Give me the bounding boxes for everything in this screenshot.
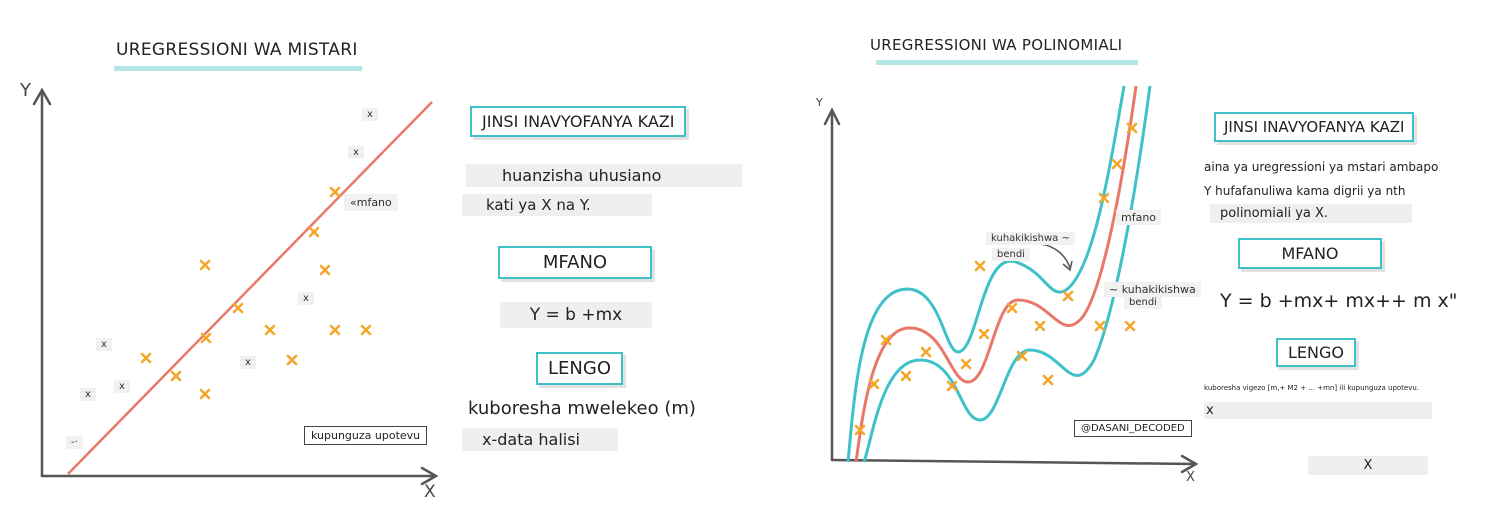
band-pointer-arrowhead xyxy=(1062,260,1073,272)
polynomial-point-17 xyxy=(1042,374,1054,386)
linear-scatter-points xyxy=(140,186,372,400)
polynomial-goal-line3: X xyxy=(1308,456,1428,475)
polynomial-band-annotation-left: kuhakikishwa ~ xyxy=(986,232,1075,245)
linear-point-3 xyxy=(319,264,331,276)
polynomial-point-6 xyxy=(1094,320,1106,332)
linear-y-axis-label: Y xyxy=(20,80,31,101)
linear-small-mark: x xyxy=(96,338,112,351)
polynomial-band-lower xyxy=(862,85,1152,463)
polynomial-point-7 xyxy=(1124,320,1136,332)
linear-fit-line xyxy=(67,101,433,475)
linear-how-line1: huanzisha uhusiano xyxy=(466,164,742,187)
band-annotation-line1: kuhakikishwa ~ xyxy=(991,233,1070,244)
polynomial-how-line3: polinomiali ya X. xyxy=(1210,204,1412,223)
polynomial-point-14 xyxy=(868,378,880,390)
linear-point-11 xyxy=(286,354,298,366)
polynomial-how-line2: Y hufafanuliwa kama digrii ya nth xyxy=(1204,184,1406,198)
linear-equation: Y = b +mx xyxy=(500,302,652,328)
linear-goal-title: LENGO xyxy=(536,352,623,385)
linear-x-axis-label: X xyxy=(424,482,436,502)
polynomial-example-annotation: mfano xyxy=(1116,210,1162,225)
linear-point-8 xyxy=(360,324,372,336)
polynomial-fit-curve xyxy=(854,85,1138,463)
polynomial-point-4 xyxy=(1006,302,1018,314)
polynomial-point-8 xyxy=(880,334,892,346)
linear-example-title: MFANO xyxy=(498,246,652,279)
polynomial-point-3 xyxy=(974,260,986,272)
linear-goal-line2: x-data halisi xyxy=(462,428,618,451)
linear-point-0 xyxy=(329,186,341,198)
polynomial-title: UREGRESSIONI WA POLINOMIALI xyxy=(870,36,1123,54)
polynomial-y-arrow xyxy=(823,107,841,126)
linear-small-mark: x xyxy=(298,292,314,305)
linear-how-title: JINSI INAVYOFANYA KAZI xyxy=(470,106,687,137)
linear-title-underline xyxy=(114,66,362,71)
polynomial-point-9 xyxy=(978,328,990,340)
linear-small-mark: x xyxy=(240,356,256,369)
linear-point-1 xyxy=(308,226,320,238)
polynomial-goal-line2: x xyxy=(1204,402,1432,419)
polynomial-point-18 xyxy=(854,424,866,436)
linear-point-4 xyxy=(232,302,244,314)
polynomial-goal-line1: kuboresha vigezo [m,+ M2 + ... +mn] ili … xyxy=(1204,384,1420,392)
watermark: @DASANI_DECODED xyxy=(1074,420,1192,437)
band-annotation-line2: bendi xyxy=(992,248,1030,261)
linear-small-mark: x xyxy=(362,108,378,121)
polynomial-example-title: MFANO xyxy=(1238,238,1382,269)
polynomial-band-upper xyxy=(846,85,1126,463)
linear-small-mark: -· xyxy=(66,436,83,449)
polynomial-axes xyxy=(823,107,1199,474)
polynomial-point-15 xyxy=(900,370,912,382)
linear-point-9 xyxy=(140,352,152,364)
polynomial-x-axis xyxy=(830,458,1196,466)
linear-point-12 xyxy=(199,388,211,400)
linear-point-7 xyxy=(329,324,341,336)
linear-point-5 xyxy=(264,324,276,336)
polynomial-equation: Y = b +mx+ mx++ m x" xyxy=(1220,290,1458,312)
linear-example-annotation: «mfano xyxy=(344,194,398,211)
band-pointer-arrow xyxy=(1039,243,1071,269)
polynomial-scatter-points xyxy=(854,122,1138,436)
polynomial-point-13 xyxy=(1016,350,1028,362)
linear-small-mark: x xyxy=(114,380,130,393)
linear-y-arrow xyxy=(32,87,52,106)
polynomial-how-title: JINSI INAVYOFANYA KAZI xyxy=(1214,112,1415,142)
linear-small-mark: x xyxy=(80,388,96,401)
polynomial-x-axis-label: X xyxy=(1186,470,1195,485)
polynomial-point-16 xyxy=(946,380,958,392)
polynomial-x-arrow xyxy=(1180,454,1199,474)
linear-point-10 xyxy=(170,370,182,382)
polynomial-band-annotation-right-line2: bendi xyxy=(1124,296,1162,309)
linear-axes xyxy=(32,87,439,486)
polynomial-point-1 xyxy=(1111,158,1123,170)
polynomial-band-annotation-right-line1: ~ kuhakikishwa xyxy=(1104,282,1201,297)
linear-goal-line1: kuboresha mwelekeo (m) xyxy=(468,398,696,419)
polynomial-y-axis-label: Y xyxy=(816,96,823,109)
polynomial-title-underline xyxy=(876,60,1138,65)
linear-point-6 xyxy=(200,332,212,344)
polynomial-point-2 xyxy=(1098,192,1110,204)
linear-point-2 xyxy=(199,259,211,271)
polynomial-point-0 xyxy=(1126,122,1138,134)
polynomial-point-12 xyxy=(960,358,972,370)
polynomial-how-line1: aina ya uregressioni ya mstari ambapo xyxy=(1204,160,1439,174)
linear-small-mark: x xyxy=(348,146,364,159)
polynomial-point-10 xyxy=(1034,320,1046,332)
polynomial-point-11 xyxy=(920,346,932,358)
polynomial-goal-title: LENGO xyxy=(1276,338,1356,367)
linear-x-arrow xyxy=(420,466,439,486)
linear-how-line2: kati ya X na Y. xyxy=(462,194,652,216)
linear-loss-annotation: kupunguza upotevu xyxy=(304,426,428,445)
polynomial-point-5 xyxy=(1062,290,1074,302)
linear-title: UREGRESSIONI WA MISTARI xyxy=(116,40,358,60)
